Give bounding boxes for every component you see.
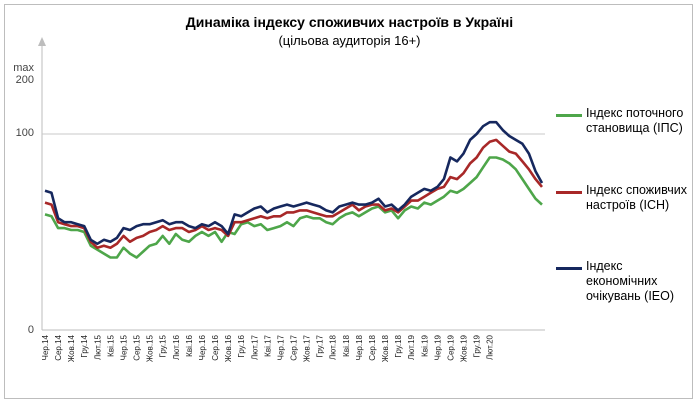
x-tick-label: Кві.17: [263, 334, 272, 356]
x-tick-label: Лют.19: [407, 334, 416, 360]
x-tick-label: Жов.16: [224, 334, 233, 362]
x-tick-label: Чер.19: [433, 334, 442, 360]
x-tick-label: Жов.18: [381, 334, 390, 362]
series-line-1: [44, 138, 543, 249]
x-tick-label: Гру.18: [394, 334, 403, 357]
x-tick-label: Кві.16: [185, 334, 194, 356]
legend-item-ips: Індекс поточного становища (ІПС): [556, 106, 696, 136]
chart-title: Динаміка індексу споживчих настроїв в Ук…: [185, 14, 514, 30]
x-tick-label: Чер.17: [276, 334, 285, 360]
x-tick-label: Сер.14: [54, 334, 63, 360]
x-tick-label: Жов.15: [146, 334, 155, 362]
legend-label-ieo: Індекс економічних очікувань (ІЕО): [586, 259, 675, 303]
x-tick-label: Жов.14: [67, 334, 76, 362]
x-tick-label: Лют.17: [250, 334, 259, 360]
y-axis-max-label: max: [13, 62, 34, 74]
x-tick-label: Чер.15: [120, 334, 129, 360]
x-tick-label: Гру.14: [80, 334, 89, 357]
y-axis-top-label: max 200: [0, 62, 34, 86]
legend-swatch-isn: [556, 191, 582, 194]
x-tick-label: Сер.17: [290, 334, 299, 360]
x-tick-label: Гру.19: [473, 334, 482, 357]
legend-label-ips: Індекс поточного становища (ІПС): [586, 106, 684, 135]
x-tick-label: Сер.16: [211, 334, 220, 360]
x-tick-labels: Чер.14 Сер.14 Жов.14 Гру.14 Лют.15 Кві.15 Чер.…: [41, 334, 495, 362]
legend-item-ieo: Індекс економічних очікувань (ІЕО): [556, 259, 696, 304]
legend-swatch-ips: [556, 114, 582, 117]
series-line-2: [44, 120, 544, 246]
legend-item-isn: Індекс споживчих настроїв (ІСН): [556, 183, 696, 213]
x-tick-label: Сер.19: [446, 334, 455, 360]
x-tick-label: Кві.18: [342, 334, 351, 356]
chart-subtitle: (цільова аудиторія 16+): [278, 33, 421, 48]
chart-axes: [38, 37, 545, 331]
x-tick-label: Лют.18: [329, 334, 338, 360]
x-tick-label: Гру.16: [237, 334, 246, 357]
x-tick-label: Жов.17: [303, 334, 312, 362]
x-tick-label: Гру.15: [159, 334, 168, 357]
legend-swatch-ieo: [556, 267, 582, 270]
x-tick-label: Сер.15: [133, 334, 142, 360]
series-layer: [44, 120, 544, 259]
x-tick-label: Чер.14: [41, 334, 50, 360]
chart-frame: [4, 4, 693, 399]
x-tick-label: Чер.18: [355, 334, 364, 360]
x-tick-label: Кві.19: [420, 334, 429, 356]
y-tick-0: 0: [27, 324, 34, 336]
y-axis-arrow: [38, 37, 46, 46]
x-tick-label: Лют.15: [93, 334, 102, 360]
x-tick-label: Кві.15: [106, 334, 115, 356]
x-tick-label: Жов.19: [460, 334, 469, 362]
x-tick-label: Чер.16: [198, 334, 207, 360]
x-tick-label: Сер.18: [368, 334, 377, 360]
y-tick-200: 200: [15, 74, 34, 86]
x-tick-label: Лют.16: [172, 334, 181, 360]
y-tick-100: 100: [15, 127, 34, 139]
legend-label-isn: Індекс споживчих настроїв (ІСН): [586, 183, 687, 212]
series-line-0: [44, 156, 543, 259]
x-tick-label: Гру.17: [316, 334, 325, 357]
x-tick-label: Лют.20: [486, 334, 495, 360]
